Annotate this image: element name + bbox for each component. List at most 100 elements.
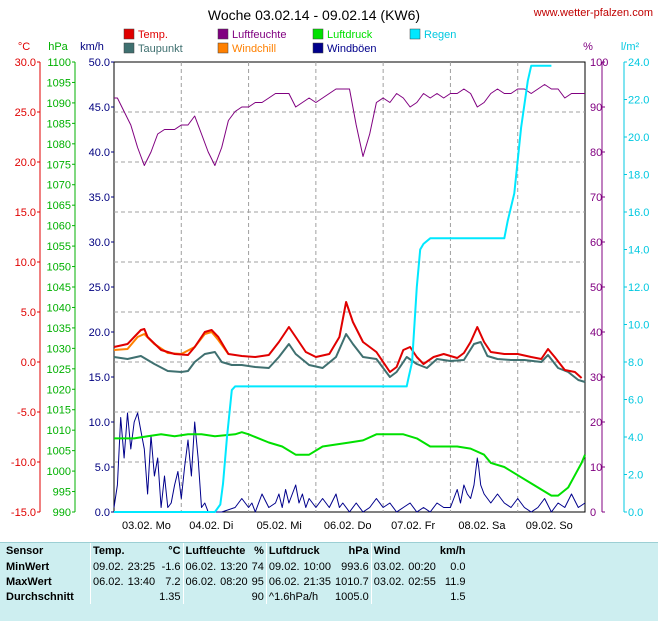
series-line-luftdruck	[114, 431, 586, 497]
x-tick-label: 07.02. Fr	[391, 520, 435, 532]
temp-tick-label: 15.0	[15, 207, 36, 219]
pressure-trend: ^1.6hPa/h	[265, 589, 334, 604]
rain-tick-label: 6.0	[628, 395, 643, 407]
rain-tick-label: 0.0	[628, 507, 643, 519]
humidity-tick-label: 0	[590, 507, 596, 519]
temp-tick-label: -5.0	[17, 407, 36, 419]
series-line-luftfeuchte	[114, 84, 585, 166]
pressure-tick-label: 1045	[47, 282, 71, 294]
x-tick-label: 06.02. Do	[324, 520, 372, 532]
website-label: www.wetter-pfalzen.com	[533, 7, 653, 19]
wind-tick-label: 10.0	[89, 417, 110, 429]
humidity-header: Luftfeuchte	[182, 543, 250, 559]
temp-unit-label: °C	[18, 41, 30, 53]
pressure-tick-label: 1055	[47, 241, 71, 253]
pressure-tick-label: 1020	[47, 384, 71, 396]
rain-tick-label: 18.0	[628, 170, 649, 182]
temp-max-date: 06.02.	[89, 574, 126, 589]
rain-tick-label: 2.0	[628, 470, 643, 482]
temp-tick-label: -10.0	[11, 457, 36, 469]
x-tick-label: 09.02. So	[526, 520, 573, 532]
avg-row: Durchschnitt 1.35 90 ^1.6hPa/h 1005.0 1.…	[4, 589, 468, 604]
max-label: MaxWert	[6, 575, 52, 588]
rain-tick-label: 24.0	[628, 57, 649, 69]
humidity-tick-label: 80	[590, 147, 602, 159]
stats-table: Sensor Temp. °C Luftfeuchte % Luftdruck …	[4, 543, 468, 604]
pressure-tick-label: 1070	[47, 180, 71, 192]
weather-chart: 30.0 25.0 20.0 15.0 10.0 5.0 0.0 -5.0 -10.0 -15.0…	[11, 7, 653, 532]
pressure-max-time: 21:35	[303, 575, 332, 588]
humidity-unit-label: %	[583, 41, 593, 53]
temp-unit: °C	[168, 545, 181, 557]
humidity-max-value: 95	[251, 575, 264, 588]
min-row: MinWert 09.02. 23:25 -1.6 06.02. 13:20 7…	[4, 559, 468, 574]
series-line-temp	[113, 301, 583, 379]
humidity-max-time: 08:20	[220, 575, 248, 588]
chart-title: Woche 03.02.14 - 09.02.14 (KW6)	[208, 7, 420, 23]
wind-tick-label: 30.0	[89, 237, 110, 249]
temp-min-date: 09.02.	[89, 559, 126, 574]
humidity-tick-label: 70	[590, 192, 602, 204]
temp-min-value: -1.6	[161, 560, 181, 573]
pressure-unit: hPa	[348, 545, 369, 557]
temp-tick-label: 10.0	[15, 257, 36, 269]
humidity-tick-label: 30	[590, 372, 602, 384]
legend-label: Windböen	[327, 43, 377, 55]
humidity-min-value: 74	[251, 560, 264, 573]
temp-avg-value: 1.35	[159, 590, 181, 603]
pressure-tick-label: 1025	[47, 364, 71, 376]
pressure-tick-label: 1095	[47, 77, 71, 89]
rain-tick-label: 22.0	[628, 95, 649, 107]
pressure-max-value: 1010.7	[335, 575, 369, 588]
wind-max-time: 02:55	[408, 575, 436, 588]
wind-max-value: 11.9	[444, 575, 466, 588]
sensor-header: Sensor	[6, 545, 44, 557]
plot-area	[113, 61, 586, 513]
humidity-tick-label: 20	[590, 417, 602, 429]
avg-label: Durchschnitt	[6, 590, 74, 603]
legend-label: Taupunkt	[138, 43, 183, 55]
pressure-tick-label: 1085	[47, 118, 71, 130]
pressure-tick-label: 990	[53, 507, 71, 519]
rain-tick-label: 20.0	[628, 132, 649, 144]
humidity-tick-label: 100	[590, 57, 608, 69]
pressure-tick-label: 1000	[47, 466, 71, 478]
humidity-tick-label: 90	[590, 102, 602, 114]
rain-unit-label: l/m²	[621, 41, 640, 53]
temp-max-value: 7.2	[165, 575, 181, 588]
temp-tick-label: 30.0	[15, 57, 36, 69]
humidity-tick-label: 40	[590, 327, 602, 339]
temp-tick-label: 5.0	[21, 307, 36, 319]
temp-min-time: 23:25	[127, 560, 156, 573]
wind-avg-value: 1.5	[450, 590, 466, 603]
wind-tick-label: 50.0	[89, 57, 110, 69]
legend-label: Luftfeuchte	[232, 29, 286, 41]
wind-tick-label: 5.0	[95, 462, 110, 474]
legend-swatch	[312, 42, 324, 54]
wind-tick-label: 0.0	[95, 507, 110, 519]
pressure-min-value: 993.6	[341, 560, 369, 573]
humidity-tick-label: 50	[590, 282, 602, 294]
pressure-tick-label: 1030	[47, 343, 71, 355]
pressure-tick-label: 1080	[47, 139, 71, 151]
wind-min-date: 03.02.	[370, 559, 407, 574]
temp-tick-label: -15.0	[11, 507, 36, 519]
legend-swatch	[123, 42, 135, 54]
humidity-unit: %	[254, 545, 264, 557]
wind-header: Wind	[370, 543, 438, 559]
pressure-tick-label: 1100	[47, 57, 71, 69]
stats-panel: Sensor Temp. °C Luftfeuchte % Luftdruck …	[0, 542, 658, 621]
humidity-min-date: 06.02.	[182, 559, 219, 574]
pressure-tick-label: 1040	[47, 302, 71, 314]
legend-swatch	[217, 42, 229, 54]
pressure-tick-label: 1075	[47, 159, 71, 171]
legend-label: Regen	[424, 29, 456, 41]
temp-tick-label: 25.0	[15, 107, 36, 119]
series-line-windben	[113, 412, 586, 513]
wind-unit-label: km/h	[80, 41, 104, 53]
temp-header: Temp.	[90, 543, 158, 559]
rain-tick-label: 4.0	[628, 432, 643, 444]
wind-unit: km/h	[439, 545, 466, 557]
pressure-unit-label: hPa	[48, 41, 68, 53]
series-line-regen	[114, 64, 552, 513]
